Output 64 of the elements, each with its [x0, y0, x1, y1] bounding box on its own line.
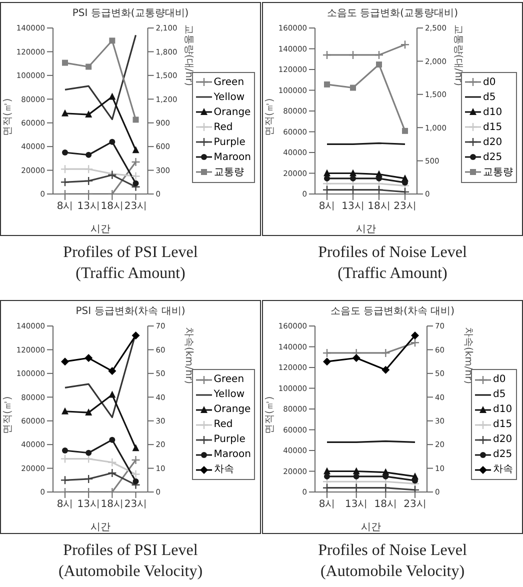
legend-label: d0: [483, 76, 496, 90]
text: Profiles of PSI Level (Traffic Amount): [62, 243, 199, 284]
x-axis-title: 시간: [90, 522, 110, 532]
x-tick-label: 8시: [318, 498, 336, 510]
legend-label: d5: [483, 90, 496, 104]
legend-label: Red: [214, 120, 233, 134]
legend-label: Purple: [214, 433, 246, 447]
legend-label: d10: [483, 106, 502, 120]
x-tick-label: 13시: [77, 498, 100, 510]
y2-axis-title: 차속(km/hr): [462, 326, 474, 384]
y-axis-title: 면적(㎡): [264, 98, 276, 136]
x-tick-label: 23시: [124, 498, 148, 510]
legend-label: d0: [493, 373, 506, 387]
legend-label: Purple: [214, 136, 246, 150]
text: Profiles of Noise Level (Traffic Amount): [317, 243, 468, 284]
legend-label: d20: [493, 433, 512, 447]
legend-label: Maroon: [214, 448, 251, 462]
x-tick-label: 13시: [77, 201, 100, 212]
x-tick-label: 23시: [124, 201, 148, 212]
legend-label: 차속: [214, 463, 234, 477]
legend-label: d15: [493, 418, 512, 432]
x-tick-label: 8시: [56, 498, 74, 510]
x-tick-label: 18시: [368, 201, 390, 212]
y2-axis-title: 교통량(대/hr): [452, 24, 464, 86]
legend-label: Orange: [214, 106, 251, 120]
x-tick-label: 13시: [342, 201, 364, 212]
y-axis-title: 면적(㎡): [264, 396, 276, 434]
y-axis-title: 면적(㎡): [2, 396, 14, 434]
legend-label: d20: [483, 136, 502, 150]
x-axis-title: 시간: [361, 522, 381, 532]
chart-title: 소음도 등급변화(차속 대비): [329, 304, 456, 318]
x-tick-label: 23시: [404, 498, 426, 510]
y2-axis-title: 차속(km/hr): [183, 326, 194, 384]
chart-title: 소음도 등급변화(교통량대비): [326, 7, 459, 20]
x-axis-title: 시간: [90, 224, 110, 235]
text: Profiles of Noise Level (Automobile Velocity): [317, 540, 468, 582]
legend-label: Maroon: [214, 150, 251, 164]
chart-title: PSI 등급변화(차속 대비): [74, 304, 186, 318]
legend-label: Yellow: [214, 90, 245, 104]
legend-label: Red: [214, 418, 233, 432]
legend-label: d25: [483, 150, 502, 164]
legend-label: 차속: [493, 463, 513, 477]
legend-label: d5: [493, 388, 506, 402]
x-tick-label: 18시: [100, 498, 124, 510]
x-tick-label: 18시: [374, 498, 398, 510]
legend-label: 교통량: [214, 166, 244, 180]
legend-label: Green: [214, 76, 244, 90]
legend-label: d10: [493, 403, 512, 417]
legend-label: Yellow: [214, 388, 245, 402]
chart-title: PSI 등급변화(교통량대비): [71, 7, 190, 20]
x-tick-label: 18시: [100, 201, 124, 212]
text: Profiles of PSI Level (Automobile Velocity): [57, 540, 204, 582]
y2-axis-title: 교통량(대/hr): [183, 24, 194, 86]
legend-label: Green: [214, 373, 244, 387]
y-axis-title: 면적(㎡): [2, 98, 14, 136]
x-tick-label: 23시: [394, 201, 416, 212]
x-axis-title: 시간: [356, 224, 376, 235]
legend-label: 교통량: [483, 166, 513, 180]
x-tick-label: 13시: [344, 498, 368, 510]
x-tick-label: 8시: [56, 201, 74, 212]
legend-label: d15: [483, 120, 502, 134]
x-tick-label: 8시: [318, 201, 336, 212]
legend-label: Orange: [214, 403, 251, 417]
legend-label: d25: [493, 448, 512, 462]
